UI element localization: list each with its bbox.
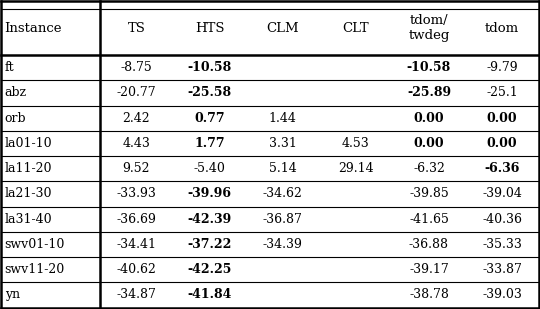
Text: -33.87: -33.87 bbox=[482, 263, 522, 276]
Text: -20.77: -20.77 bbox=[117, 87, 156, 99]
Text: -39.03: -39.03 bbox=[482, 289, 522, 302]
Text: swv11-20: swv11-20 bbox=[4, 263, 65, 276]
Text: -42.39: -42.39 bbox=[187, 213, 232, 226]
Text: swv01-10: swv01-10 bbox=[4, 238, 65, 251]
Text: 0.00: 0.00 bbox=[487, 112, 517, 125]
Text: TS: TS bbox=[127, 22, 145, 35]
Text: -41.84: -41.84 bbox=[187, 289, 232, 302]
Text: 2.42: 2.42 bbox=[123, 112, 150, 125]
Text: HTS: HTS bbox=[195, 22, 224, 35]
Text: -39.96: -39.96 bbox=[187, 188, 232, 201]
Text: -6.32: -6.32 bbox=[413, 162, 445, 175]
Text: Instance: Instance bbox=[4, 22, 62, 35]
Text: 4.43: 4.43 bbox=[123, 137, 151, 150]
Text: 0.00: 0.00 bbox=[487, 137, 517, 150]
Text: -6.36: -6.36 bbox=[484, 162, 519, 175]
Text: abz: abz bbox=[4, 87, 26, 99]
Text: tdom: tdom bbox=[485, 22, 519, 35]
Text: 0.77: 0.77 bbox=[194, 112, 225, 125]
Text: 1.44: 1.44 bbox=[269, 112, 296, 125]
Text: yn: yn bbox=[4, 289, 19, 302]
Text: -36.87: -36.87 bbox=[263, 213, 302, 226]
Text: -41.65: -41.65 bbox=[409, 213, 449, 226]
Text: -39.17: -39.17 bbox=[409, 263, 449, 276]
Text: la11-20: la11-20 bbox=[4, 162, 52, 175]
Text: ft: ft bbox=[4, 61, 14, 74]
Text: CLM: CLM bbox=[266, 22, 299, 35]
Text: 3.31: 3.31 bbox=[269, 137, 296, 150]
Text: -40.36: -40.36 bbox=[482, 213, 522, 226]
Text: -39.85: -39.85 bbox=[409, 188, 449, 201]
Text: la31-40: la31-40 bbox=[4, 213, 52, 226]
Text: -35.33: -35.33 bbox=[482, 238, 522, 251]
Text: -36.88: -36.88 bbox=[409, 238, 449, 251]
Text: -38.78: -38.78 bbox=[409, 289, 449, 302]
Text: -10.58: -10.58 bbox=[407, 61, 451, 74]
Text: orb: orb bbox=[4, 112, 26, 125]
Text: -8.75: -8.75 bbox=[120, 61, 152, 74]
Text: -9.79: -9.79 bbox=[486, 61, 518, 74]
Text: -34.87: -34.87 bbox=[117, 289, 157, 302]
Text: -34.62: -34.62 bbox=[263, 188, 302, 201]
Text: -42.25: -42.25 bbox=[187, 263, 232, 276]
Text: -36.69: -36.69 bbox=[117, 213, 157, 226]
Text: 4.53: 4.53 bbox=[342, 137, 370, 150]
Text: -25.89: -25.89 bbox=[407, 87, 451, 99]
Text: -39.04: -39.04 bbox=[482, 188, 522, 201]
Text: -37.22: -37.22 bbox=[187, 238, 232, 251]
Text: -10.58: -10.58 bbox=[187, 61, 232, 74]
Text: CLT: CLT bbox=[342, 22, 369, 35]
Text: -40.62: -40.62 bbox=[117, 263, 157, 276]
Text: tdom/
twdeg: tdom/ twdeg bbox=[408, 14, 450, 42]
Text: la01-10: la01-10 bbox=[4, 137, 52, 150]
Text: 0.00: 0.00 bbox=[414, 112, 444, 125]
Text: 5.14: 5.14 bbox=[269, 162, 296, 175]
Text: 1.77: 1.77 bbox=[194, 137, 225, 150]
Text: 0.00: 0.00 bbox=[414, 137, 444, 150]
Text: -5.40: -5.40 bbox=[194, 162, 226, 175]
Text: la21-30: la21-30 bbox=[4, 188, 52, 201]
Text: 29.14: 29.14 bbox=[338, 162, 374, 175]
Text: -25.58: -25.58 bbox=[187, 87, 232, 99]
Text: -25.1: -25.1 bbox=[486, 87, 518, 99]
Text: 9.52: 9.52 bbox=[123, 162, 150, 175]
Text: -33.93: -33.93 bbox=[117, 188, 157, 201]
Text: -34.39: -34.39 bbox=[263, 238, 302, 251]
Text: -34.41: -34.41 bbox=[117, 238, 157, 251]
